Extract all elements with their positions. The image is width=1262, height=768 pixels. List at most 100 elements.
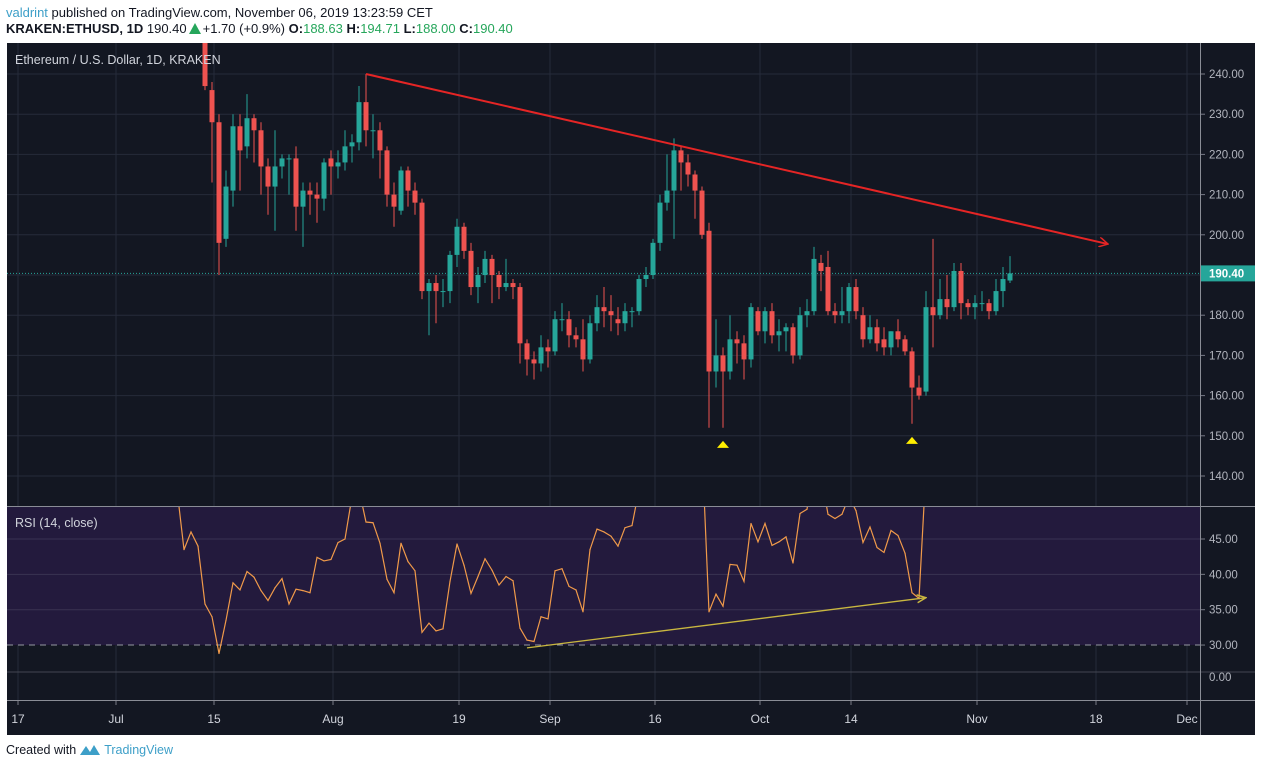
rsi-point [568,585,570,587]
candle-down [405,166,411,207]
candle-up [349,134,355,163]
rsi-point [260,590,262,592]
tradingview-link[interactable]: TradingView [104,743,173,757]
candle-body [237,126,243,151]
candle-body [1007,273,1013,281]
candle-body [601,307,607,312]
candle-body [965,303,971,308]
candle-down [293,146,299,231]
candle-up [503,258,509,292]
candle-up [286,154,292,195]
candle-down [734,331,740,364]
candle-down [377,122,383,179]
rsi-point [540,616,542,618]
candle-down [391,182,397,227]
rsi-point [456,543,458,545]
candle-up [748,303,754,368]
rsi-tick-label: 35.00 [1209,605,1238,617]
candle-body [552,319,558,352]
price-tick-label: 200.00 [1209,230,1244,242]
candle-body [307,190,313,195]
candle-up [300,182,306,247]
candle-up [356,86,362,151]
rsi-point [841,513,843,515]
candle-up [636,275,642,316]
candle-down [251,114,257,163]
candle-body [398,170,404,211]
candle-body [650,242,656,275]
rsi-point [771,544,773,546]
rsi-point [309,592,311,594]
candle-body [748,307,754,360]
candle-up [783,323,789,352]
candle-body [923,307,929,392]
rsi-point [603,531,605,533]
rsi-point [890,529,892,532]
rsi-point [876,546,878,549]
candle-body [1000,279,1006,292]
rsi-point [708,611,710,613]
candle-down [608,295,614,332]
time-tick-label: Dec [1176,712,1197,726]
rsi-point [267,599,269,602]
candle-body [405,170,411,191]
candle-body [986,303,992,312]
candle-body [230,126,236,191]
symbol-label: KRAKEN:ETHUSD, 1D [6,21,144,36]
rsi-point [834,517,836,520]
candle-body [216,122,222,243]
author-link[interactable]: valdrint [6,5,48,20]
candle-body [629,311,635,313]
rsi-point [477,575,479,578]
rsi-point [463,564,465,566]
candle-body [734,339,740,344]
rsi-point [897,534,899,537]
rsi-point [288,603,290,605]
candle-up [671,138,677,239]
rsi-point [519,627,521,629]
candle-body [503,283,509,288]
candle-body [545,347,551,352]
candle-body [377,130,383,151]
candle-down [202,43,208,91]
candle-down [902,335,908,356]
time-tick-label: Sep [539,712,561,726]
candle-body [426,283,432,292]
rsi-point [239,589,241,591]
candle-up [335,150,341,179]
rsi-point [617,545,619,547]
candle-body [496,275,502,288]
candle-body [286,158,292,160]
candle-body [755,311,761,332]
candle-down [363,74,369,147]
rsi-point [484,558,486,560]
rsi-point [400,542,402,544]
rsi-point [554,570,556,572]
rsi-point [183,549,185,551]
candle-down [433,275,439,324]
rsi-point [743,580,745,583]
rsi-point [197,545,199,547]
rsi-point [561,568,563,570]
candle-down [916,375,922,400]
candle-body [692,174,698,191]
rsi-point [596,528,598,530]
candle-up [797,307,803,360]
candle-body [580,339,586,360]
rsi-point [722,605,724,607]
candle-body [300,190,306,207]
candle-up [538,335,544,372]
candle-body [881,339,887,348]
candle-down [944,275,950,320]
candle-up [440,279,446,308]
candle-down [769,303,775,344]
rsi-point [806,508,808,510]
rsi-point [547,618,549,620]
candle-down [720,347,726,428]
rsi-point [435,630,437,632]
candle-body [916,387,922,396]
rsi-point [204,603,206,605]
publish-info: valdrint published on TradingView.com, N… [6,5,433,20]
candle-down [496,270,502,300]
